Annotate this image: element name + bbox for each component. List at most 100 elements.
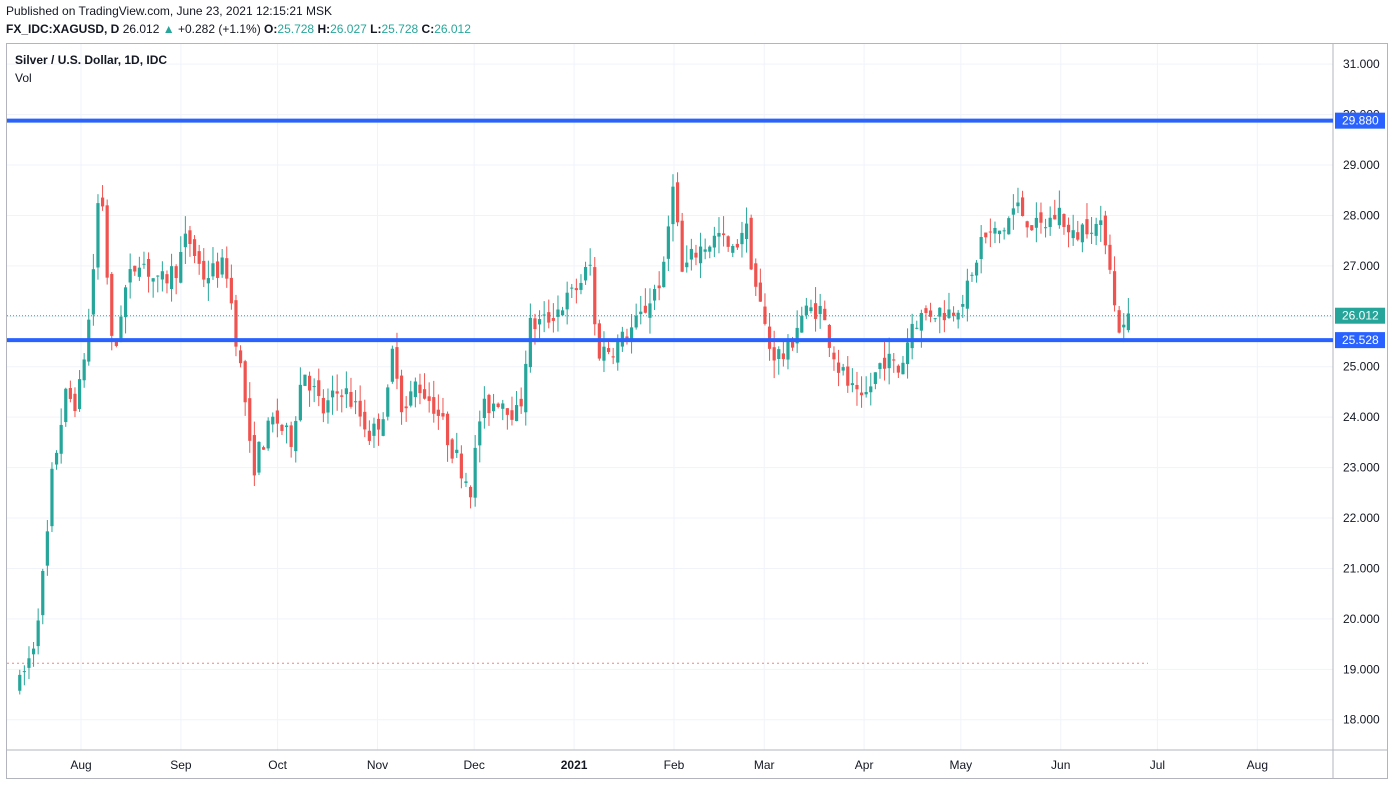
candle-body	[970, 274, 974, 276]
candle-body	[482, 398, 486, 419]
candle-body	[551, 318, 555, 321]
candle-body	[280, 424, 284, 431]
candle-body	[947, 309, 951, 318]
candle-body	[1057, 207, 1061, 226]
candle-body	[754, 263, 758, 287]
candle-body	[441, 413, 445, 417]
candle-body	[100, 197, 105, 207]
candle-body	[110, 273, 114, 336]
candle-body	[758, 282, 762, 302]
candle-body	[763, 306, 767, 324]
candle-body	[501, 403, 505, 409]
candle-body	[680, 220, 684, 272]
candle-body	[671, 186, 675, 225]
symbol-label: FX_IDC:XAGUSD, D	[6, 22, 120, 36]
level-price-tag	[1335, 112, 1385, 129]
candle-body	[717, 232, 721, 237]
candle-body	[496, 403, 500, 407]
x-tick-label: Apr	[855, 758, 874, 772]
candle-body	[731, 246, 735, 253]
candle-body	[234, 300, 238, 347]
candle-body	[340, 395, 344, 397]
candle-body	[579, 282, 583, 290]
y-tick-label: 24.000	[1343, 410, 1380, 424]
candle-body	[1122, 324, 1126, 328]
candle-body	[951, 312, 956, 316]
candle-body	[459, 453, 463, 479]
candle-body	[243, 361, 247, 403]
y-tick-label: 21.000	[1343, 561, 1380, 575]
candle-body	[220, 257, 224, 275]
candle-body	[919, 312, 923, 331]
candle-body	[137, 267, 141, 277]
close-label: C:	[421, 22, 435, 36]
candle-body	[910, 323, 914, 349]
candle-body	[358, 400, 362, 417]
candle-body	[473, 447, 477, 498]
candle-body	[1053, 214, 1057, 220]
candle-body	[1002, 230, 1006, 232]
candle-body	[795, 327, 799, 344]
candle-body	[942, 312, 946, 321]
candle-body	[202, 260, 206, 280]
candle-body	[215, 261, 220, 278]
candle-body	[602, 346, 606, 361]
candle-body	[188, 230, 192, 244]
candle-body	[376, 418, 381, 430]
candle-body	[570, 287, 574, 289]
last-price-label: 26.012	[1342, 309, 1379, 323]
candle-body	[96, 203, 100, 268]
candle-body	[197, 251, 201, 264]
candle-body	[45, 531, 49, 566]
x-tick-label: Aug	[70, 758, 91, 772]
candle-body	[892, 359, 896, 361]
y-tick-label: 29.000	[1343, 158, 1380, 172]
candle-body	[588, 264, 592, 266]
candle-body	[229, 277, 233, 304]
candle-body	[464, 481, 468, 483]
candle-body	[689, 248, 693, 260]
candle-body	[206, 278, 210, 284]
close-value: 26.012	[434, 22, 471, 36]
level-price-tag	[1335, 332, 1385, 349]
candle-body	[160, 271, 164, 280]
candle-body	[685, 262, 689, 268]
candle-body	[790, 339, 795, 348]
candle-body	[657, 285, 661, 289]
candle-body	[1126, 313, 1130, 331]
candle-body	[330, 390, 335, 398]
high-value: 26.027	[330, 22, 367, 36]
candle-body	[735, 243, 739, 248]
candle-body	[524, 363, 528, 413]
candle-body	[928, 310, 933, 317]
candle-body	[514, 405, 519, 422]
candle-body	[878, 363, 882, 369]
candle-body	[284, 425, 289, 428]
candle-body	[409, 391, 413, 406]
candle-body	[91, 269, 95, 315]
candle-body	[386, 387, 390, 417]
candle-body	[252, 435, 256, 476]
chart-frame[interactable]	[6, 43, 1388, 779]
candle-body	[1007, 218, 1011, 235]
candle-body	[478, 421, 482, 446]
candle-body	[225, 258, 229, 279]
candle-body	[965, 280, 969, 309]
candle-body	[1066, 224, 1071, 233]
candle-body	[321, 397, 325, 414]
candle-body	[211, 263, 215, 277]
candle-body	[491, 403, 496, 412]
candle-body	[786, 341, 790, 360]
candle-body	[404, 406, 408, 409]
published-note: Published on TradingView.com, June 23, 2…	[6, 4, 332, 18]
x-tick-label: Aug	[1247, 758, 1268, 772]
x-tick-label: Feb	[664, 758, 685, 772]
candle-body	[418, 384, 422, 394]
high-label: H:	[317, 22, 331, 36]
candle-body	[275, 410, 279, 424]
x-tick-label: Nov	[367, 758, 388, 772]
candle-body	[54, 452, 59, 465]
candle-body	[675, 182, 680, 223]
candle-body	[349, 391, 353, 407]
